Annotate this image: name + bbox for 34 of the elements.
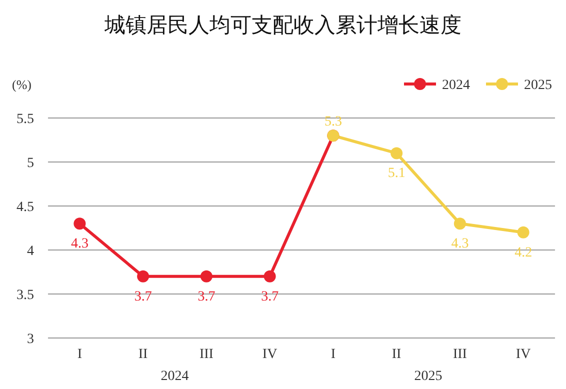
point	[390, 147, 403, 160]
y-tick-label: 5.5	[16, 112, 34, 127]
point	[454, 218, 466, 230]
legend-label: 2025	[524, 78, 552, 93]
y-axis-title: (%)	[12, 77, 32, 92]
x-tick-label: IV	[262, 347, 278, 362]
point	[74, 218, 86, 230]
data-label: 5.3	[324, 114, 342, 130]
x-tick-label: III	[199, 347, 214, 362]
y-tick-label: 5	[27, 156, 34, 171]
x-tick-label: III	[452, 347, 468, 362]
point	[264, 270, 276, 282]
x-tick-label: II	[138, 347, 148, 362]
y-tick-label: 3.5	[16, 288, 34, 303]
text: 2025	[414, 369, 442, 384]
data-label: 4.3	[451, 236, 469, 252]
data-label: 4.3	[70, 236, 88, 252]
y-tick-label: 4	[27, 244, 34, 259]
text: 2024	[160, 369, 189, 384]
point	[517, 226, 530, 238]
data-label: 5.1	[388, 166, 406, 182]
chart-title: 城镇居民人均可支配收入累计增长速度	[104, 13, 462, 37]
x-tick-label: I	[77, 347, 82, 362]
point	[137, 270, 150, 282]
point	[200, 270, 212, 282]
x-tick-label: IV	[516, 347, 531, 362]
y-tick-label: 3	[27, 332, 34, 347]
x-tick-label: II	[392, 347, 402, 362]
y-tick-label: 4.5	[16, 200, 34, 215]
legend-label: 2024	[442, 78, 470, 93]
data-label: 3.7	[134, 289, 152, 304]
data-label: 3.7	[261, 289, 279, 304]
x-tick-label: I	[330, 347, 336, 362]
data-label: 3.7	[198, 289, 216, 304]
